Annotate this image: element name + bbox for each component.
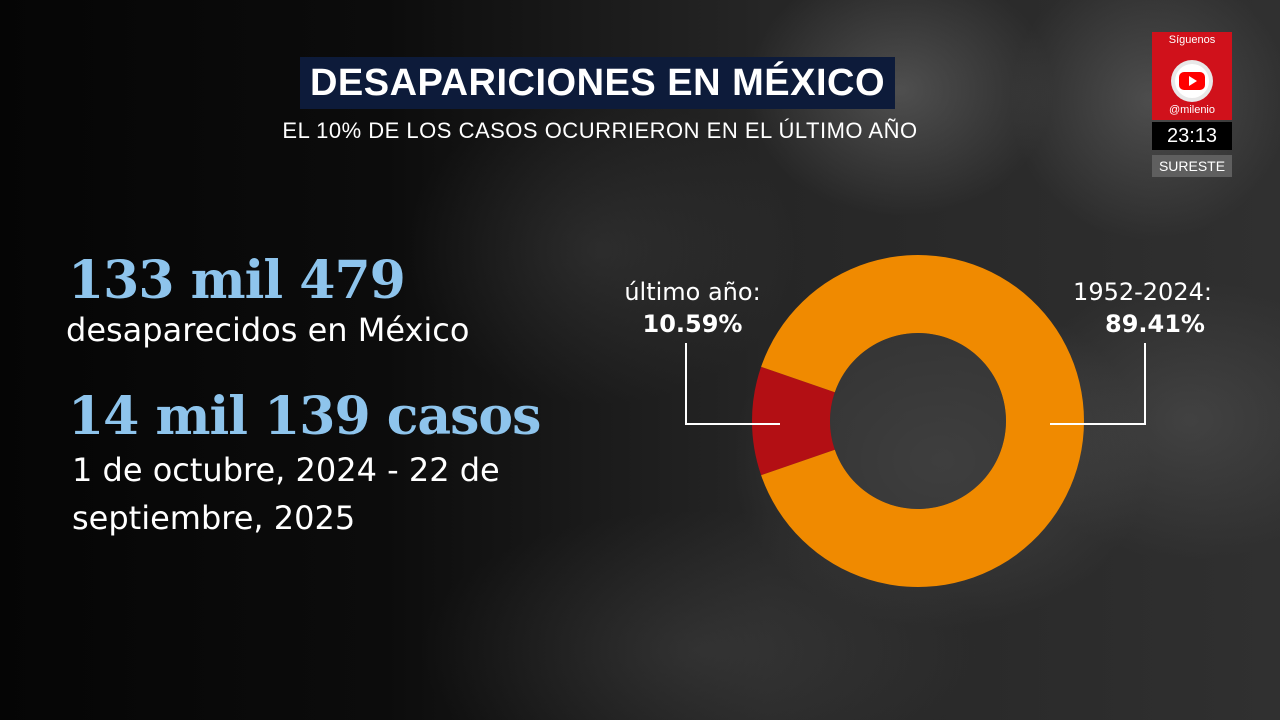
clock-time: 23:13 [1152,122,1232,150]
leader-line-historico [1050,343,1146,425]
slice-value-ultimo-ano: 10.59% [642,310,743,338]
title-banner: DESAPARICIONES EN MÉXICO [300,57,895,109]
donut-slice-historico [761,254,1084,587]
channel-handle: @milenio [1168,104,1215,116]
page-title: DESAPARICIONES EN MÉXICO [309,61,886,104]
slice-label-historico: 1952-2024: [1073,278,1212,306]
slice-value-historico: 89.41% [1105,310,1205,338]
social-promo-badge[interactable]: Síguenos @milenio [1152,32,1232,120]
donut-hole [830,333,1006,509]
leader-line-ultimo-ano [685,343,780,425]
stat-total-value: 133 mil 479 [68,250,406,311]
stat-total-label: desaparecidos en México [66,311,470,349]
stat-recent-value: 14 mil 139 casos [68,386,541,447]
region-tag: SURESTE [1152,155,1232,177]
page-subtitle: EL 10% DE LOS CASOS OCURRIERON EN EL ÚLT… [282,118,918,143]
donut-slice-ultimo-ano [752,366,835,476]
stat-recent-label: 1 de octubre, 2024 - 22 de septiembre, 2… [72,451,500,537]
youtube-icon [1171,60,1213,102]
follow-text: Síguenos [1168,34,1216,46]
slice-label-ultimo-ano: último año: [624,278,761,306]
